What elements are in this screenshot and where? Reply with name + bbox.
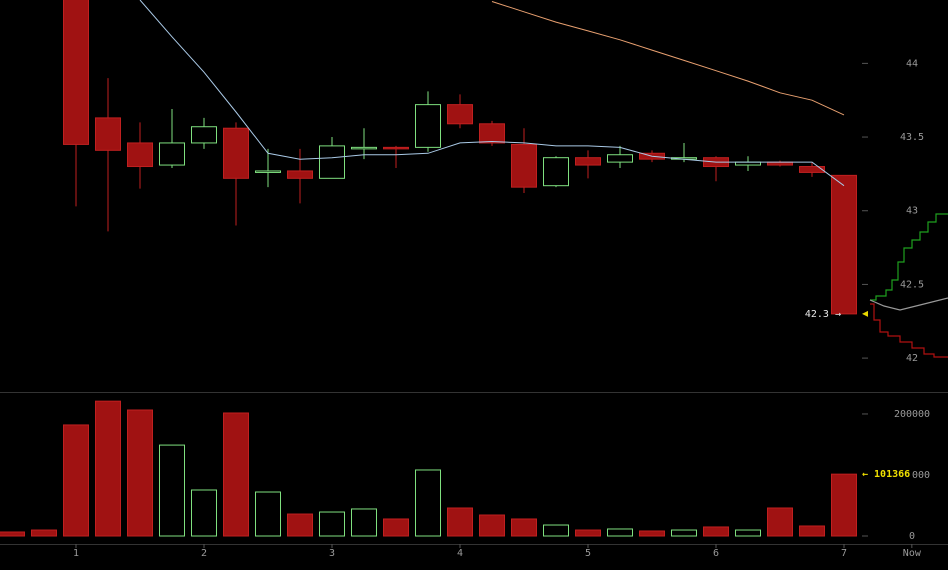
x-tick-label: 2: [201, 548, 207, 559]
volume-bar: [159, 444, 185, 537]
x-tick-label: 5: [585, 548, 591, 559]
candle-body: [223, 127, 249, 179]
last-price-label: 42.3 →: [805, 309, 841, 320]
volume-bar: [415, 469, 441, 537]
volume-bar: [831, 473, 857, 537]
candle-body: [63, 0, 89, 145]
candle-body: [479, 123, 505, 144]
volume-bar: [639, 530, 665, 537]
x-tick-label: 6: [713, 548, 719, 559]
y-tick-label: 44: [906, 58, 918, 69]
volume-bar: [191, 489, 217, 537]
candle-body: [447, 104, 473, 125]
volume-bar: [543, 524, 569, 537]
volume-bar: [223, 412, 249, 537]
volume-pane: [0, 400, 857, 537]
volume-bar: [127, 409, 153, 537]
candle-body: [255, 170, 281, 173]
volume-bar: [479, 514, 505, 537]
axes: 4242.54343.54401000002000001234567Now42.…: [73, 58, 930, 559]
candle-body: [575, 157, 601, 166]
x-tick-label: Now: [903, 548, 922, 559]
volume-bar: [799, 525, 825, 537]
depth-mid: [869, 297, 948, 311]
volume-bar: [287, 513, 313, 537]
volume-bar: [447, 507, 473, 537]
volume-bar: [255, 491, 281, 537]
volume-bar: [671, 529, 697, 537]
candle-body: [287, 170, 313, 179]
volume-bar: [351, 508, 377, 537]
price-pane: [63, 0, 857, 315]
x-tick-label: 7: [841, 548, 847, 559]
x-tick-label: 4: [457, 548, 463, 559]
candle-body: [415, 104, 441, 148]
last-volume-label: ← 101366: [862, 469, 910, 480]
volume-bar: [383, 518, 409, 537]
y-tick-label: 43: [906, 206, 918, 217]
candle-body: [607, 154, 633, 163]
y-tick-label: 42.5: [900, 279, 924, 290]
x-tick-label: 3: [329, 548, 335, 559]
ask-depth: [870, 303, 948, 358]
volume-bar: [63, 424, 89, 537]
volume-bar: [735, 529, 761, 537]
depth-lines: [869, 213, 948, 358]
candle-body: [351, 146, 377, 150]
y-tick-label: 42: [906, 353, 918, 364]
last-volume-bg: [860, 468, 912, 481]
candle-body: [799, 166, 825, 173]
volume-bar: [95, 400, 121, 537]
candle-body: [159, 142, 185, 166]
bid-depth: [870, 213, 948, 301]
volume-bar: [607, 528, 633, 537]
candle-body: [831, 174, 857, 315]
volume-tick-label: 200000: [894, 409, 930, 420]
candle-body: [543, 157, 569, 187]
candle-body: [191, 126, 217, 144]
x-tick-label: 1: [73, 548, 79, 559]
volume-bar: [319, 511, 345, 537]
last-price-marker: [862, 310, 868, 317]
moving-average: [491, 1, 845, 116]
candle-body: [383, 146, 409, 150]
volume-bar: [767, 507, 793, 537]
y-tick-label: 43.5: [900, 132, 924, 143]
candle-body: [511, 143, 537, 188]
candle-body: [319, 145, 345, 179]
volume-bar: [511, 518, 537, 537]
volume-tick-label: 0: [909, 531, 915, 542]
volume-bar: [0, 531, 25, 537]
candle-body: [127, 142, 153, 168]
candle-body: [95, 117, 121, 151]
volume-bar: [575, 529, 601, 537]
volume-bar: [31, 529, 57, 537]
volume-bar: [703, 526, 729, 537]
moving-average: [139, 0, 845, 187]
